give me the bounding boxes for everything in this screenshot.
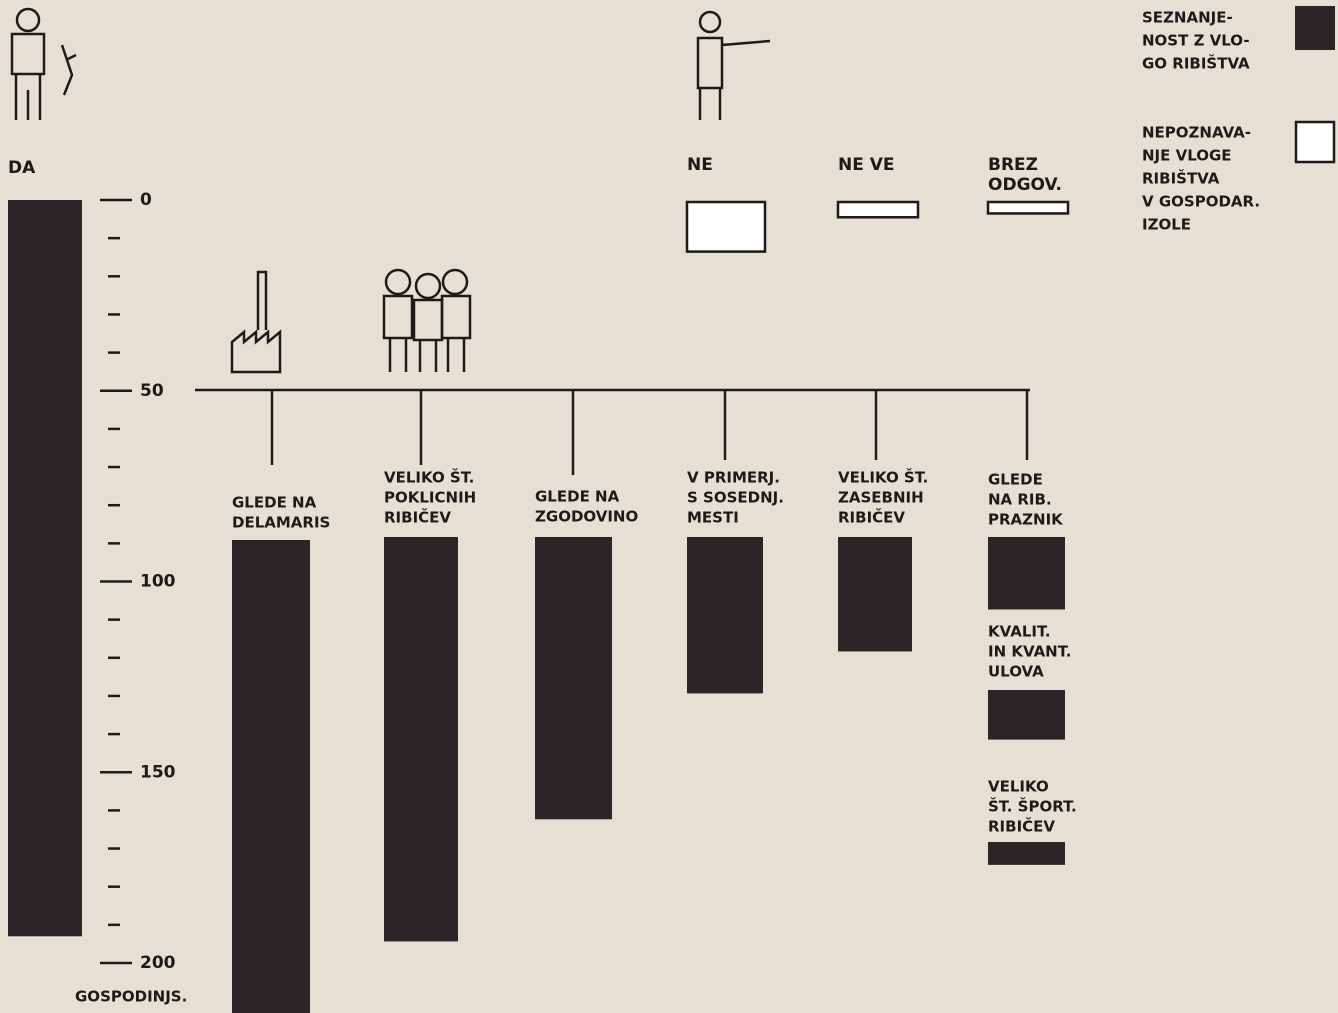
category-label: S SOSEDNJ.: [687, 489, 784, 507]
category-label: POKLICNIH: [384, 489, 476, 507]
y-tick-label: 0: [140, 190, 152, 210]
bar: [687, 537, 763, 693]
bar: [988, 842, 1065, 865]
category-label: ZASEBNIH: [838, 489, 924, 507]
bar: [838, 537, 912, 651]
category-label: GLEDE NA: [232, 494, 317, 512]
category-label: ULOVA: [988, 663, 1044, 681]
category-label: V PRIMERJ.: [687, 469, 780, 487]
legend-label: NEPOZNAVA-: [1142, 124, 1251, 142]
category-label: RIBIČEV: [384, 508, 451, 527]
chart: DA GOSPODINJS. 0 50 100 150 200 GLEDE NA DELAM…: [0, 0, 1338, 1013]
y-label-bottom: GOSPODINJS.: [75, 988, 187, 1006]
category-label: RIBIČEV: [838, 508, 905, 527]
category-label: PRAZNIK: [988, 511, 1064, 529]
legend-label: NJE VLOGE: [1142, 147, 1232, 165]
category-label: ŠT. ŠPORT.: [988, 797, 1077, 816]
legend-label: NOST Z VLO-: [1142, 32, 1250, 50]
category-label: RIBIČEV: [988, 817, 1055, 836]
category-label: BREZ: [988, 155, 1038, 175]
legend-label: IZOLE: [1142, 216, 1191, 234]
category-label: NE: [687, 155, 713, 175]
bar: [384, 537, 458, 941]
y-tick-label: 50: [140, 381, 164, 401]
legend-label: V GOSPODAR.: [1142, 193, 1260, 211]
y-tick-label: 200: [140, 953, 176, 973]
category-label: KVALIT.: [988, 623, 1051, 641]
category-label: DELAMARIS: [232, 514, 330, 532]
category-label: VELIKO: [988, 778, 1049, 796]
background: [0, 0, 1338, 1013]
legend-swatch: [1295, 6, 1335, 50]
category-label: NE VE: [838, 155, 895, 175]
total-bar: [8, 200, 82, 936]
box: [838, 202, 918, 217]
category-label: ZGODOVINO: [535, 508, 638, 526]
category-label: GLEDE: [988, 471, 1043, 489]
bar: [232, 540, 310, 1013]
bar: [988, 537, 1065, 609]
category-label: VELIKO ŠT.: [838, 468, 928, 487]
box: [687, 202, 765, 252]
bar: [988, 690, 1065, 740]
bar: [535, 537, 612, 819]
legend-swatch: [1296, 122, 1334, 162]
legend-label: RIBIŠTVA: [1142, 169, 1220, 188]
y-tick-label: 100: [140, 572, 176, 592]
category-label: IN KVANT.: [988, 643, 1071, 661]
category-label: GLEDE NA: [535, 488, 620, 506]
category-label: VELIKO ŠT.: [384, 468, 474, 487]
category-label: ODGOV.: [988, 175, 1062, 195]
category-label: NA RIB.: [988, 491, 1052, 509]
legend-label: SEZNANJE-: [1142, 9, 1233, 27]
legend-label: GO RIBIŠTVA: [1142, 54, 1250, 73]
y-tick-label: 150: [140, 762, 176, 782]
category-label: MESTI: [687, 509, 739, 527]
y-label-top: DA: [8, 158, 36, 178]
box: [988, 202, 1068, 213]
